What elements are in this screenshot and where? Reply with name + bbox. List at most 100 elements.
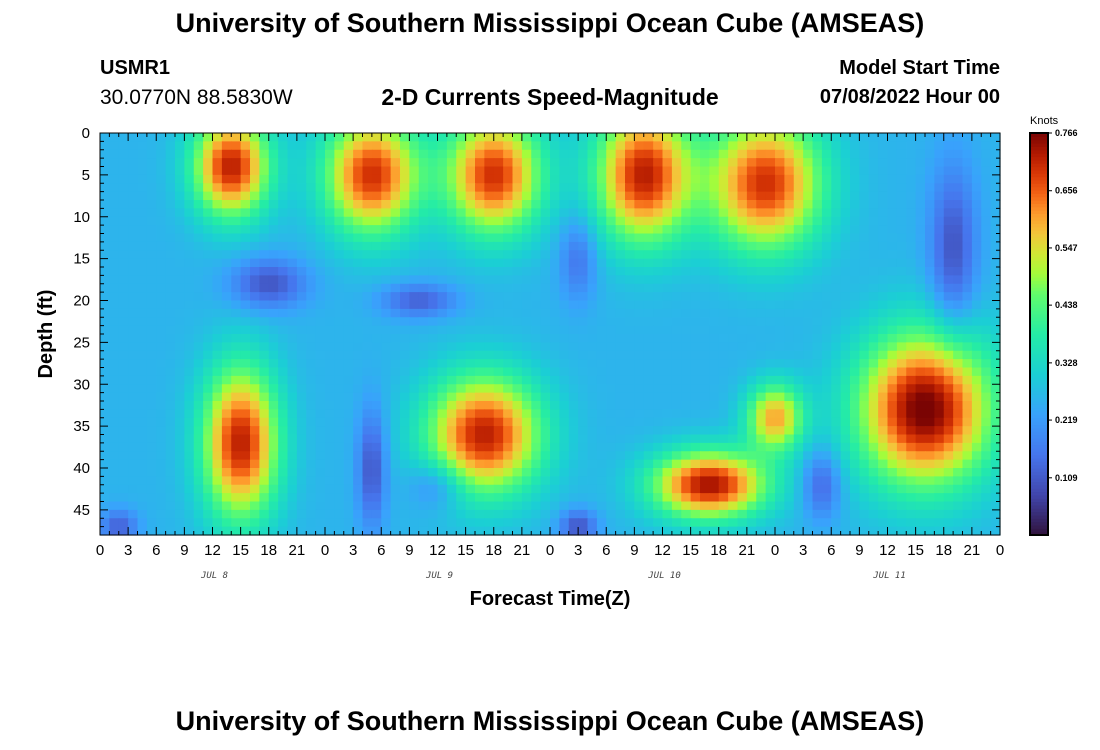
- heatmap-cell: [934, 484, 945, 494]
- heatmap-cell: [371, 267, 382, 276]
- heatmap-cell: [128, 267, 139, 276]
- heatmap-cell: [409, 200, 420, 209]
- heatmap-cell: [146, 375, 157, 385]
- heatmap-cell: [165, 208, 176, 218]
- x-tick-label: 9: [180, 542, 188, 559]
- heatmap-cell: [184, 141, 195, 151]
- heatmap-cell: [137, 476, 148, 486]
- heatmap-cell: [578, 208, 589, 218]
- heatmap-cell: [700, 375, 710, 385]
- heatmap-cell: [690, 275, 701, 285]
- heatmap-cell: [268, 451, 279, 461]
- heatmap-cell: [868, 484, 879, 494]
- heatmap-cell: [268, 509, 279, 519]
- heatmap-cell: [925, 191, 935, 201]
- heatmap-cell: [625, 493, 635, 503]
- heatmap-cell: [793, 191, 804, 201]
- heatmap-cell: [334, 409, 345, 419]
- heatmap-cell: [915, 342, 926, 352]
- heatmap-cell: [850, 141, 860, 151]
- heatmap-cell: [446, 384, 457, 394]
- heatmap-cell: [362, 308, 373, 318]
- heatmap-cell: [559, 183, 570, 193]
- heatmap-cell: [212, 509, 223, 519]
- heatmap-cell: [296, 518, 307, 528]
- heatmap-cell: [400, 350, 410, 360]
- heatmap-cell: [587, 501, 598, 511]
- heatmap-cell: [709, 283, 720, 293]
- heatmap-cell: [278, 442, 289, 452]
- heatmap-cell: [521, 459, 532, 469]
- heatmap-cell: [887, 174, 898, 184]
- heatmap-cell: [559, 149, 570, 159]
- heatmap-cell: [831, 417, 842, 427]
- heatmap-cell: [465, 317, 476, 327]
- heatmap-cell: [306, 417, 317, 427]
- heatmap-cell: [568, 325, 579, 335]
- heatmap-cell: [437, 149, 448, 159]
- heatmap-cell: [109, 317, 120, 327]
- heatmap-cell: [371, 208, 382, 218]
- heatmap-cell: [465, 267, 476, 276]
- heatmap-cell: [296, 526, 307, 536]
- heatmap-cell: [109, 208, 120, 218]
- heatmap-cell: [325, 141, 335, 151]
- heatmap-cell: [915, 426, 926, 436]
- heatmap-cell: [578, 225, 589, 235]
- heatmap-cell: [100, 225, 110, 235]
- heatmap-cell: [634, 258, 645, 268]
- heatmap-cell: [671, 367, 682, 377]
- heatmap-cell: [165, 359, 176, 369]
- heatmap-cell: [465, 250, 476, 260]
- heatmap-cell: [737, 149, 748, 159]
- heatmap-cell: [812, 149, 823, 159]
- heatmap-cell: [343, 426, 354, 436]
- heatmap-cell: [118, 216, 129, 226]
- heatmap-cell: [915, 501, 926, 511]
- heatmap-cell: [962, 367, 973, 377]
- heatmap-cell: [700, 459, 710, 469]
- heatmap-cell: [475, 283, 485, 293]
- heatmap-cell: [540, 392, 551, 402]
- heatmap-cell: [118, 300, 129, 310]
- heatmap-cell: [700, 283, 710, 293]
- heatmap-cell: [700, 342, 710, 352]
- heatmap-cell: [671, 334, 682, 343]
- heatmap-cell: [212, 384, 223, 394]
- heatmap-cell: [240, 325, 251, 335]
- heatmap-cell: [868, 241, 879, 251]
- heatmap-cell: [709, 133, 720, 142]
- heatmap-cell: [325, 200, 335, 209]
- heatmap-cell: [578, 375, 589, 385]
- heatmap-cell: [315, 216, 326, 226]
- heatmap-cell: [925, 526, 935, 536]
- heatmap-cell: [250, 241, 260, 251]
- heatmap-cell: [812, 417, 823, 427]
- heatmap-cell: [971, 225, 982, 235]
- heatmap-cell: [793, 468, 804, 477]
- heatmap-cell: [381, 216, 392, 226]
- colorbar-segment: [1030, 441, 1048, 446]
- heatmap-cell: [821, 208, 832, 218]
- heatmap-cell: [746, 493, 757, 503]
- heatmap-cell: [840, 275, 851, 285]
- heatmap-cell: [325, 442, 335, 452]
- heatmap-cell: [400, 141, 410, 151]
- heatmap-cell: [128, 233, 139, 243]
- heatmap-cell: [840, 359, 851, 369]
- heatmap-cell: [437, 493, 448, 503]
- heatmap-cell: [212, 434, 223, 444]
- heatmap-cell: [625, 283, 635, 293]
- heatmap-cell: [606, 166, 617, 176]
- heatmap-cell: [353, 442, 364, 452]
- heatmap-cell: [100, 133, 110, 142]
- heatmap-cell: [925, 216, 935, 226]
- heatmap-cell: [812, 208, 823, 218]
- heatmap-cell: [840, 426, 851, 436]
- heatmap-cell: [690, 509, 701, 519]
- heatmap-cell: [803, 367, 814, 377]
- heatmap-cell: [156, 501, 167, 511]
- heatmap-cell: [400, 384, 410, 394]
- heatmap-cell: [990, 359, 1001, 369]
- heatmap-cell: [756, 401, 767, 410]
